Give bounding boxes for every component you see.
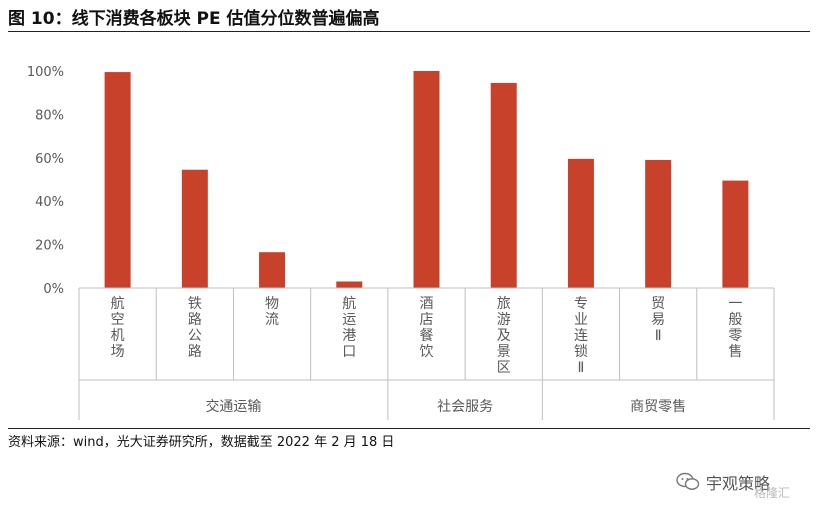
x-tick-label: 贸易 Ⅱ [651,296,665,344]
watermark-logo: 格隆汇 [754,486,791,500]
bar-chart: 0% 20% 40% 60% 80% 100% 航空机场 铁路公路 物流 航运港口 酒店餐饮 旅游及景… [27,65,775,420]
x-tick-label: 航运港口 [342,296,356,360]
wechat-icon [676,472,700,490]
x-tick-label: 铁路公路 [188,296,202,360]
x-tick-label: 旅游及景区 [497,296,511,376]
source-divider [8,428,810,429]
y-tick-label: 100% [27,65,64,80]
bar [336,281,363,288]
y-tick-label: 20% [35,239,64,254]
bar [104,72,131,289]
group-label: 交通运输 [205,398,261,415]
bar [645,159,672,288]
watermark: 宇观策略 格隆汇 [676,470,790,500]
y-tick-label: 60% [35,152,64,167]
y-tick-label: 80% [35,108,64,123]
y-tick-label: 0% [43,282,64,297]
x-tick-label: 专业连锁 Ⅱ [574,296,588,376]
bar [413,71,440,288]
group-label: 商贸零售 [630,399,686,415]
figure-title: 图 10：线下消费各板块 PE 估值分位数普遍偏高 [8,9,380,29]
x-tick-label: 一般零售 [728,296,742,360]
bar [181,169,208,288]
bar [567,158,594,288]
group-label: 社会服务 [437,399,493,415]
bar [490,82,517,288]
bar [722,180,749,288]
x-tick-label: 航空机场 [111,296,125,360]
source-note: 资料来源：wind，光大证券研究所，数据截至 2022 年 2 月 18 日 [8,435,395,450]
bar [259,252,286,288]
x-tick-label: 物流 [265,296,279,328]
y-tick-label: 40% [35,195,64,210]
x-tick-label: 酒店餐饮 [420,296,434,360]
watermark-text: 宇观策略 [706,474,771,493]
title-divider [8,31,810,32]
